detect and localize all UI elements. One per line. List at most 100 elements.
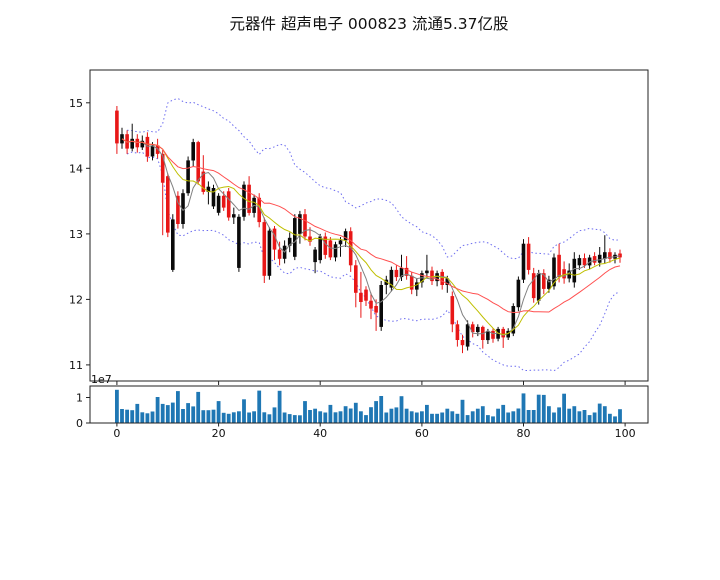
volume-bar: [170, 402, 175, 423]
volume-bar: [445, 408, 450, 423]
volume-bar: [150, 411, 155, 423]
volume-bar: [257, 390, 262, 423]
volume-bar: [303, 401, 307, 423]
candle: [293, 214, 297, 261]
candle: [176, 191, 180, 229]
volume-bar: [521, 393, 526, 423]
volume-bar: [414, 412, 419, 423]
candle: [557, 243, 561, 283]
volume-bar: [130, 410, 135, 423]
candle: [562, 261, 566, 284]
volume-bar: [298, 415, 302, 423]
candle: [511, 303, 516, 337]
candle: [211, 184, 216, 209]
volume-bar: [140, 412, 145, 423]
volume-bar: [155, 397, 160, 423]
volume-bar: [572, 406, 577, 423]
volume-bar: [186, 403, 190, 423]
candle: [216, 193, 221, 216]
volume-bar: [404, 408, 409, 423]
candle: [369, 292, 373, 320]
candle: [140, 135, 145, 150]
candle: [287, 232, 292, 253]
candle: [267, 227, 272, 280]
candle: [298, 210, 302, 244]
x-tick-label: 60: [415, 427, 429, 440]
candle: [196, 140, 200, 185]
volume-bar: [135, 403, 140, 423]
candle: [374, 299, 378, 331]
volume-bar: [608, 413, 612, 423]
chart-title: 元器件 超声电子 000823 流通5.37亿股: [230, 15, 509, 33]
volume-bar: [165, 405, 170, 423]
candle: [237, 214, 241, 272]
volume-bar: [587, 415, 592, 423]
volume-panel-frame: [89, 385, 649, 424]
price-panel-frame: [89, 69, 649, 382]
volume-bar: [252, 411, 256, 423]
x-tick-label: 0: [113, 427, 120, 440]
candle: [130, 123, 134, 152]
volume-bar: [160, 403, 165, 423]
candle: [521, 239, 526, 283]
volume-bar: [511, 411, 516, 423]
volume-bar: [216, 401, 221, 423]
candle: [577, 254, 582, 270]
volume-bar: [191, 406, 196, 423]
volume-bar: [613, 416, 617, 423]
candle: [160, 150, 165, 236]
bollinger-bands-layer: [126, 97, 621, 372]
candle: [420, 270, 424, 288]
volume-bar: [597, 403, 602, 423]
volume-bar: [557, 407, 561, 423]
volume-bar: [455, 413, 460, 423]
candle: [379, 281, 383, 331]
candle: [313, 247, 317, 274]
candle: [150, 142, 155, 161]
volume-bar: [242, 399, 246, 423]
candle: [333, 241, 338, 262]
candle: [430, 266, 434, 285]
price-tick-label: 11: [69, 359, 83, 372]
volume-bar: [567, 408, 572, 423]
volume-bar: [470, 411, 475, 423]
volume-bar: [247, 412, 251, 423]
volume-bar: [435, 413, 439, 423]
candle: [272, 226, 277, 261]
candle: [425, 254, 429, 279]
volume-bar: [359, 411, 363, 423]
volume-bar: [328, 404, 333, 423]
bollinger-upper-band: [127, 97, 621, 260]
volume-bar: [389, 408, 394, 423]
volume-bar: [562, 393, 566, 423]
volume-bar: [486, 415, 490, 423]
volume-bar: [409, 411, 414, 423]
volume-bar: [480, 406, 485, 423]
candle: [450, 291, 455, 333]
candle: [242, 181, 246, 221]
candle: [608, 248, 612, 263]
volume-bar: [369, 407, 373, 423]
candle: [115, 106, 119, 154]
candle: [465, 320, 470, 351]
volume-bar: [125, 409, 129, 423]
volume-bar: [536, 394, 541, 423]
volume-bar: [501, 404, 506, 423]
volume-bar: [353, 402, 358, 423]
volume-bar: [399, 396, 404, 423]
volume-bar: [374, 401, 378, 423]
candle: [526, 237, 531, 275]
ma-line-ma20: [121, 138, 621, 314]
volume-bars-layer: [115, 389, 622, 423]
candle: [470, 321, 475, 338]
volume-bar: [308, 410, 312, 423]
candle: [404, 256, 409, 280]
x-tick-label: 20: [212, 427, 226, 440]
volume-bar: [440, 412, 445, 423]
volume-bar: [176, 391, 180, 423]
candle: [501, 326, 505, 348]
volume-bar: [602, 406, 607, 423]
volume-bar: [211, 409, 216, 423]
volume-bar: [338, 411, 343, 423]
